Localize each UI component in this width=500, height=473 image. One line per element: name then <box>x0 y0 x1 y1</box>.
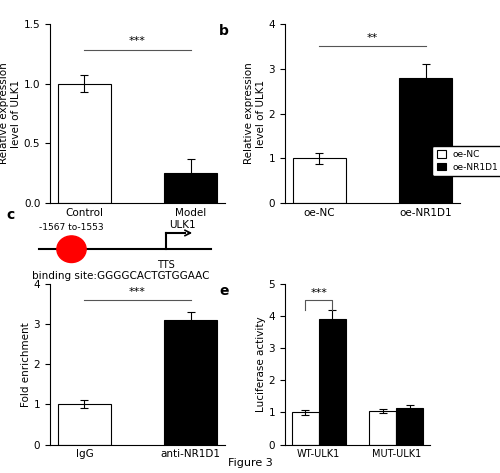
Ellipse shape <box>57 236 86 263</box>
Bar <box>369 411 396 445</box>
Text: b: b <box>218 24 228 38</box>
Text: ULK1: ULK1 <box>169 220 196 230</box>
Bar <box>164 320 217 445</box>
Text: ***: *** <box>129 36 146 46</box>
Bar <box>164 174 217 203</box>
Y-axis label: Luciferase activity: Luciferase activity <box>256 316 266 412</box>
Bar <box>396 408 423 445</box>
Bar <box>318 319 346 445</box>
Bar <box>58 404 111 445</box>
Text: c: c <box>6 208 15 222</box>
Text: ***: *** <box>310 288 327 298</box>
Text: TTS: TTS <box>157 260 174 270</box>
Text: ***: *** <box>129 287 146 297</box>
Bar <box>292 412 318 445</box>
Bar <box>58 84 111 203</box>
Bar <box>399 78 452 203</box>
Text: Figure 3: Figure 3 <box>228 458 272 468</box>
Text: **: ** <box>367 33 378 43</box>
Text: binding site:GGGGCACTGTGGAAC: binding site:GGGGCACTGTGGAAC <box>32 272 210 281</box>
Bar <box>293 158 346 203</box>
Y-axis label: Fold enrichment: Fold enrichment <box>21 322 31 407</box>
Legend: oe-NC, oe-NR1D1: oe-NC, oe-NR1D1 <box>432 146 500 176</box>
Text: -1567 to-1553: -1567 to-1553 <box>39 223 104 232</box>
Text: e: e <box>220 284 230 298</box>
Y-axis label: Relative expression
level of ULK1: Relative expression level of ULK1 <box>244 62 266 165</box>
Y-axis label: Relative expression
level of ULK1: Relative expression level of ULK1 <box>0 62 21 165</box>
